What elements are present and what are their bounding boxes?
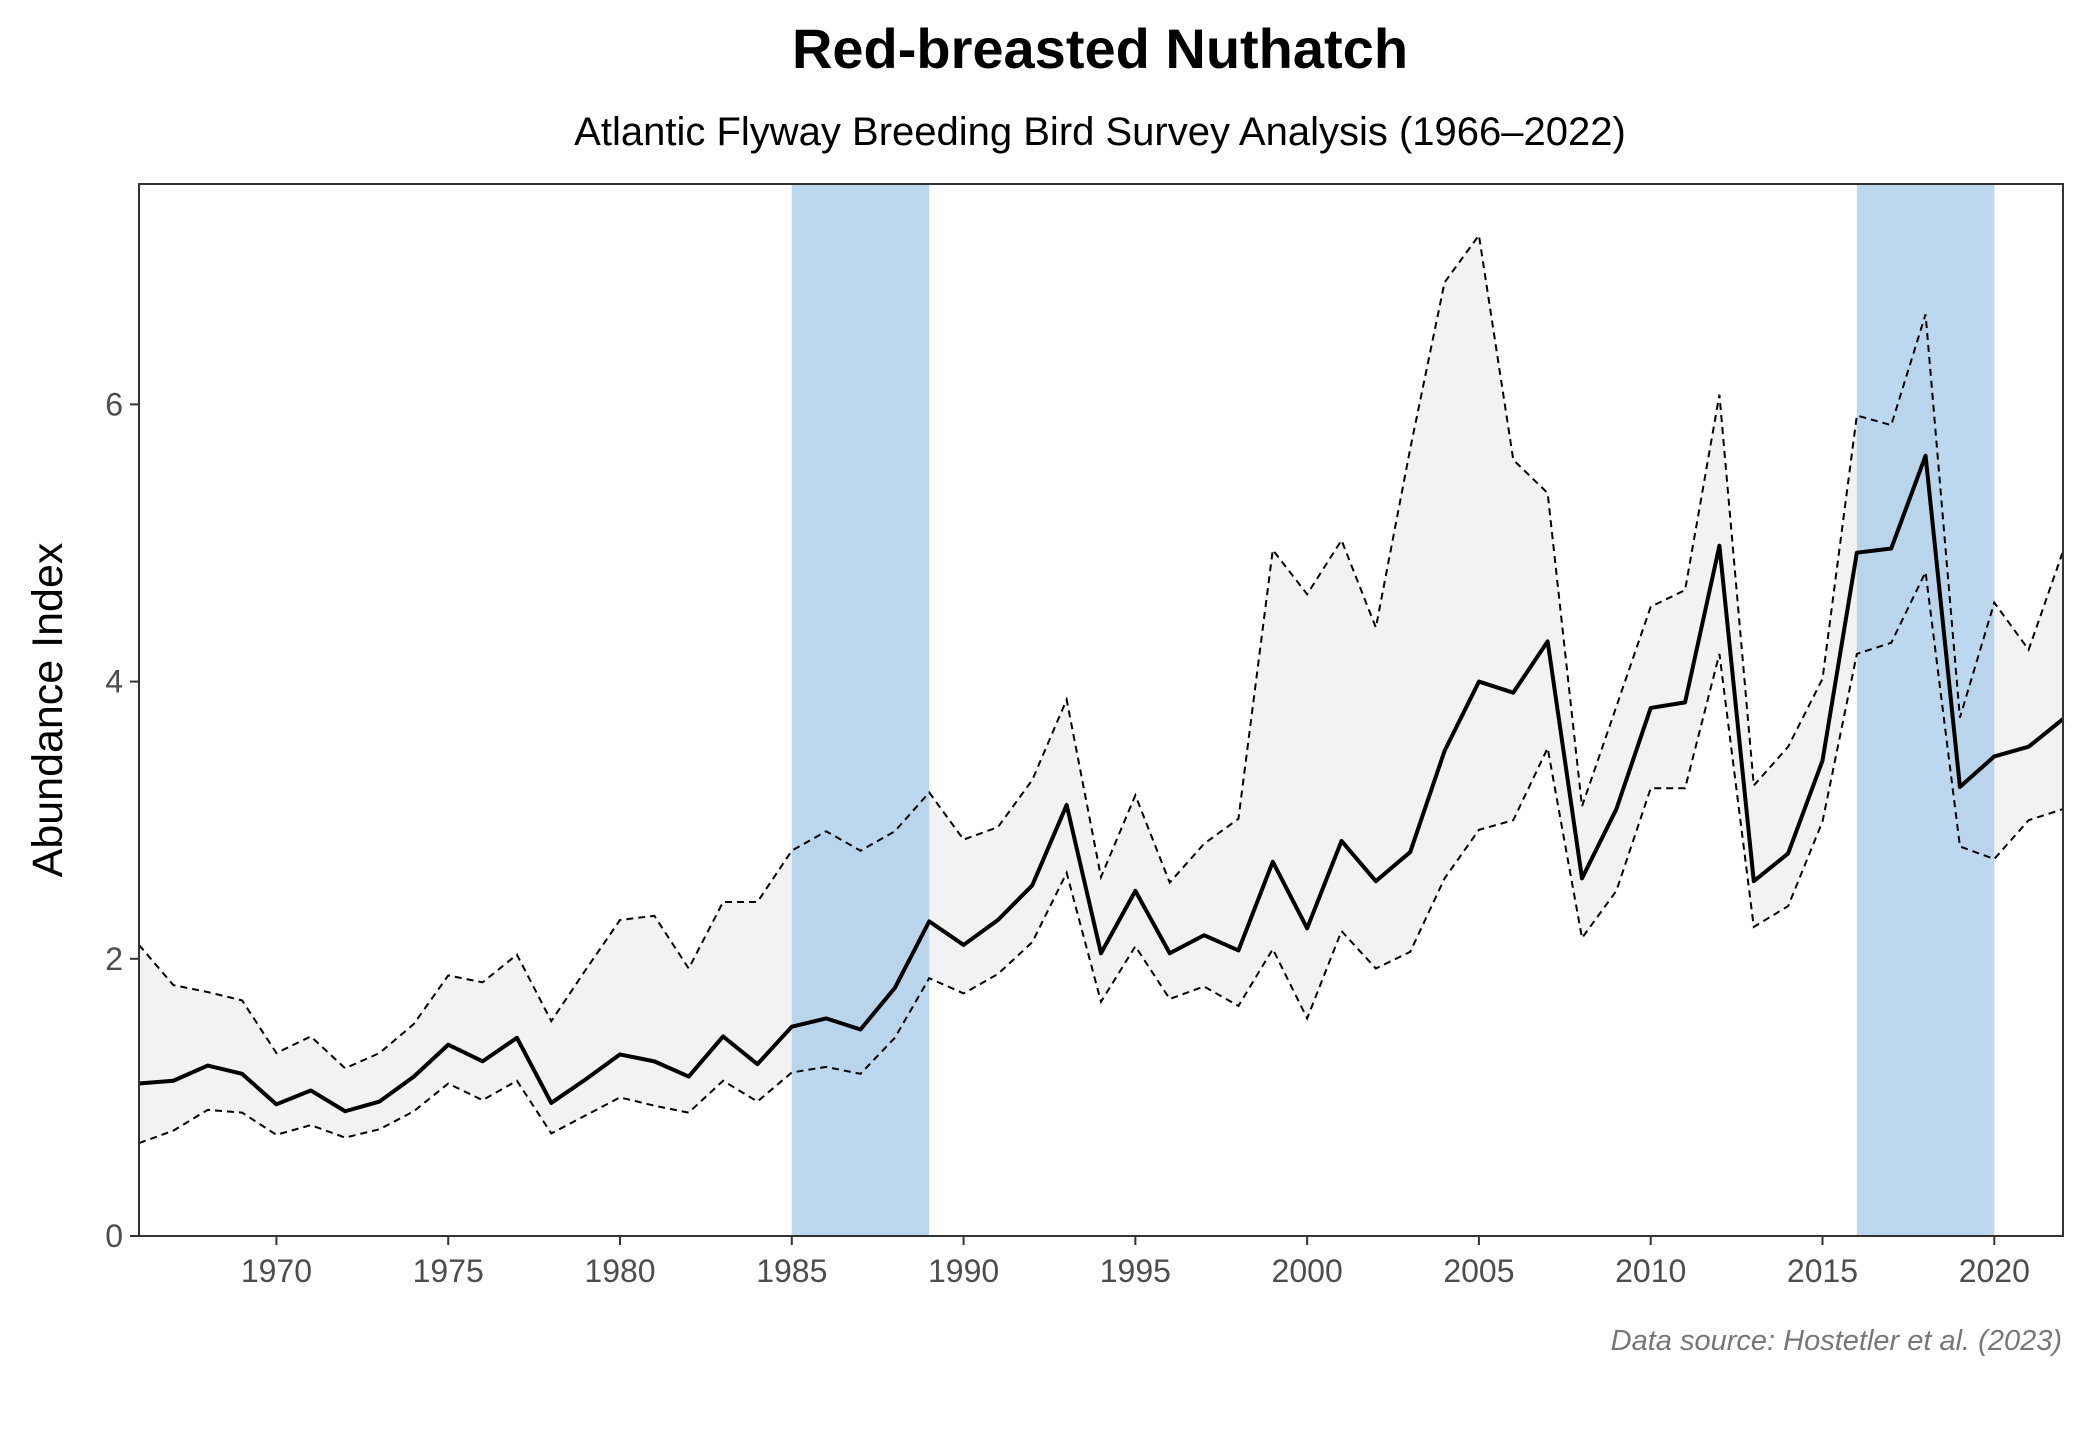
x-tick-label: 1975 <box>413 1253 484 1289</box>
x-tick-label: 1970 <box>241 1253 312 1289</box>
plot-area: 1970 1975 1980 1985 1990 1995 2000 2005 2010 2015… <box>105 183 2065 1289</box>
x-tick-label: 2020 <box>1959 1253 2030 1289</box>
y-tick-label: 0 <box>105 1218 123 1254</box>
y-tick-label: 6 <box>105 386 123 422</box>
chart-title: Red-breasted Nuthatch <box>792 17 1408 80</box>
data-source-caption: Data source: Hostetler et al. (2023) <box>1611 1325 2062 1357</box>
plot-border <box>138 183 2064 1237</box>
y-tick-label: 4 <box>105 664 123 700</box>
x-tick-label: 2005 <box>1443 1253 1514 1289</box>
x-tick-label: 2010 <box>1615 1253 1686 1289</box>
chart-subtitle: Atlantic Flyway Breeding Bird Survey Ana… <box>574 110 1626 154</box>
x-tick-label: 1985 <box>756 1253 827 1289</box>
lower-limit-line <box>138 568 2064 1145</box>
x-tick-label: 2015 <box>1787 1253 1858 1289</box>
x-tick-label: 1995 <box>1100 1253 1171 1289</box>
x-tick-label: 2000 <box>1272 1253 1343 1289</box>
credible-interval-ribbon <box>139 235 2063 1144</box>
x-tick-label: 1980 <box>584 1253 655 1289</box>
y-tick-label: 2 <box>105 941 123 977</box>
highlight-period-1 <box>791 184 930 1236</box>
y-axis-label: Abundance Index <box>24 542 72 877</box>
x-tick-label: 1990 <box>928 1253 999 1289</box>
abundance-index-line <box>138 453 2065 1114</box>
upper-limit-line <box>138 232 2064 1070</box>
highlight-period-2 <box>1856 184 1995 1236</box>
